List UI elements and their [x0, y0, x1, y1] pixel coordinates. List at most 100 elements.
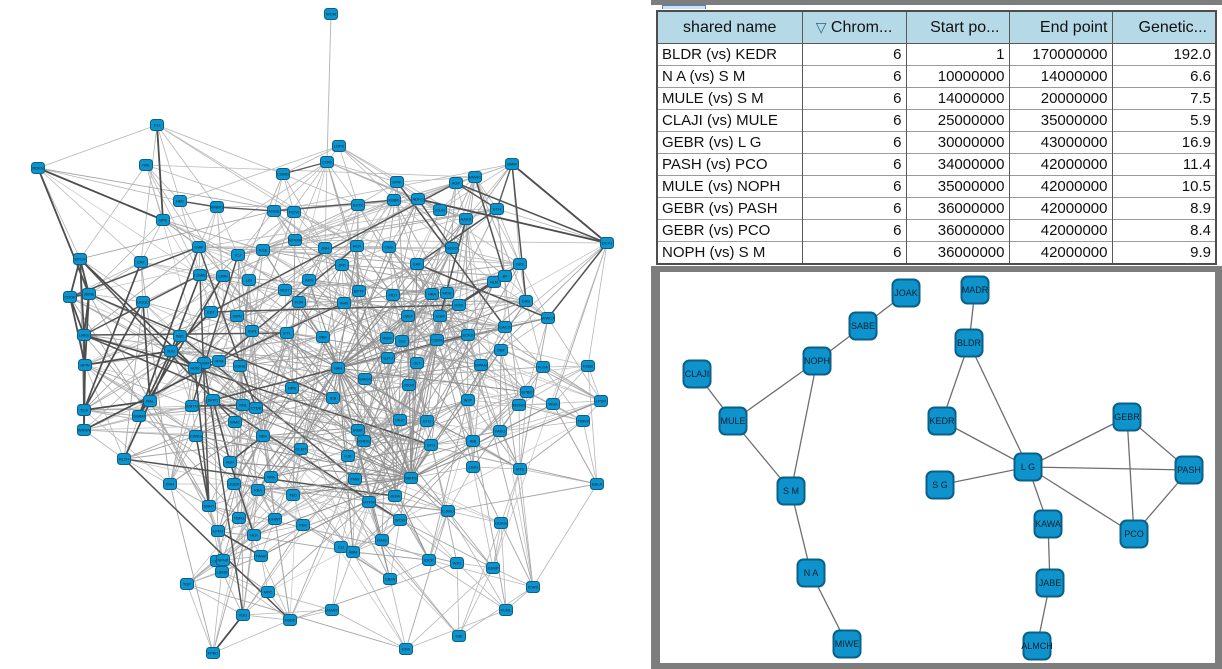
- svg-text:BLDR: BLDR: [957, 338, 982, 348]
- svg-text:HLM: HLM: [490, 280, 498, 285]
- svg-text:NOPH: NOPH: [804, 356, 830, 366]
- svg-text:OAIG: OAIG: [377, 538, 387, 543]
- svg-text:ECKD: ECKD: [462, 333, 473, 338]
- svg-text:GJTJ: GJTJ: [383, 356, 393, 361]
- svg-text:ANWF: ANWF: [326, 608, 338, 613]
- svg-text:LFFH: LFFH: [213, 529, 223, 534]
- svg-text:KJK: KJK: [344, 454, 352, 459]
- svg-text:SPBC: SPBC: [522, 390, 533, 395]
- svg-text:POR: POR: [295, 300, 304, 305]
- svg-text:DFO: DFO: [427, 443, 435, 448]
- svg-text:WJC: WJC: [453, 561, 462, 566]
- svg-text:MADR: MADR: [962, 285, 989, 295]
- svg-text:CSMG: CSMG: [277, 172, 289, 177]
- svg-text:CACG: CACG: [499, 325, 511, 330]
- svg-text:RDEN: RDEN: [32, 166, 43, 171]
- svg-text:UWF: UWF: [194, 245, 204, 250]
- svg-text:JDGR: JDGR: [404, 383, 415, 388]
- svg-text:AJGR: AJGR: [199, 361, 210, 366]
- svg-text:TED: TED: [289, 493, 297, 498]
- svg-text:EMTN: EMTN: [186, 404, 197, 409]
- svg-text:EAF: EAF: [413, 262, 421, 267]
- svg-text:IOEB: IOEB: [583, 364, 593, 369]
- svg-text:TCA: TCA: [80, 408, 88, 413]
- svg-text:FICW: FICW: [289, 210, 299, 215]
- svg-text:JNH: JNH: [321, 246, 329, 251]
- svg-text:DAB: DAB: [522, 299, 531, 304]
- svg-text:LPSP: LPSP: [596, 399, 607, 404]
- svg-text:WCW: WCW: [395, 518, 406, 523]
- svg-text:HPW: HPW: [80, 363, 90, 368]
- svg-text:PASH: PASH: [1177, 465, 1201, 475]
- svg-text:SUU: SUU: [167, 349, 176, 354]
- svg-text:MPAM: MPAM: [475, 363, 487, 368]
- svg-text:LNKE: LNKE: [79, 333, 90, 338]
- svg-text:CSOA: CSOA: [431, 338, 443, 343]
- svg-text:AHB: AHB: [340, 301, 349, 306]
- svg-text:ETH: ETH: [493, 207, 501, 212]
- svg-text:LEI: LEI: [246, 278, 252, 283]
- svg-text:WRNN: WRNN: [78, 428, 91, 433]
- svg-text:FLML: FLML: [501, 608, 512, 613]
- svg-text:N A: N A: [804, 568, 819, 578]
- svg-text:SBHT: SBHT: [204, 504, 215, 509]
- svg-text:RAL: RAL: [146, 399, 155, 404]
- svg-text:ICTL: ICTL: [283, 331, 292, 336]
- svg-text:GNS: GNS: [402, 647, 411, 652]
- svg-text:CRT: CRT: [137, 260, 146, 265]
- svg-text:ABM: ABM: [349, 550, 358, 555]
- svg-text:KBBD: KBBD: [389, 198, 400, 203]
- svg-text:WJP: WJP: [464, 398, 473, 403]
- svg-text:FBDK: FBDK: [285, 618, 296, 623]
- svg-text:S M: S M: [783, 486, 799, 496]
- svg-text:HRA: HRA: [428, 292, 437, 297]
- svg-text:TBFU: TBFU: [234, 516, 245, 521]
- svg-text:COW: COW: [322, 160, 332, 165]
- svg-text:PCO: PCO: [1124, 529, 1144, 539]
- svg-text:JOAK: JOAK: [894, 288, 918, 298]
- svg-text:CDDK: CDDK: [64, 295, 76, 300]
- svg-text:IDCK: IDCK: [424, 558, 434, 563]
- svg-text:PEK: PEK: [299, 523, 307, 528]
- svg-text:TRKM: TRKM: [577, 419, 588, 424]
- svg-text:ANGE: ANGE: [268, 209, 280, 214]
- svg-text:WMC: WMC: [230, 420, 240, 425]
- svg-text:LGWE: LGWE: [194, 273, 206, 278]
- svg-text:LMEF: LMEF: [403, 314, 414, 319]
- svg-text:MTWW: MTWW: [288, 238, 302, 243]
- svg-text:EDT: EDT: [207, 310, 216, 315]
- svg-text:UOGC: UOGC: [137, 300, 149, 305]
- svg-text:SFPC: SFPC: [208, 398, 219, 403]
- svg-text:JIF: JIF: [502, 274, 508, 279]
- svg-text:DOD: DOD: [455, 303, 464, 308]
- svg-text:KAWA: KAWA: [1035, 519, 1061, 529]
- svg-text:FLGF: FLGF: [538, 365, 549, 370]
- svg-text:UHWT: UHWT: [269, 517, 282, 522]
- svg-text:CLI: CLI: [338, 545, 344, 550]
- svg-text:JEME: JEME: [84, 292, 95, 297]
- svg-text:IWE: IWE: [142, 163, 150, 168]
- svg-text:TGP: TGP: [183, 582, 192, 587]
- svg-text:RGE: RGE: [259, 248, 268, 253]
- svg-text:DHH: DHH: [166, 482, 175, 487]
- svg-text:MPE: MPE: [159, 218, 168, 223]
- svg-text:AGP: AGP: [452, 181, 461, 186]
- svg-text:GOJO: GOJO: [446, 246, 457, 251]
- svg-text:JJHD: JJHD: [468, 465, 478, 470]
- svg-text:KEDR: KEDR: [929, 416, 955, 426]
- svg-text:GKE: GKE: [516, 262, 525, 267]
- svg-text:DCFJ: DCFJ: [602, 241, 612, 246]
- svg-text:FNW: FNW: [350, 477, 359, 482]
- svg-text:RLTH: RLTH: [119, 457, 129, 462]
- svg-text:ADFO: ADFO: [412, 197, 423, 202]
- svg-text:HCN: HCN: [353, 244, 362, 249]
- svg-text:FAKU: FAKU: [495, 429, 506, 434]
- svg-text:CTDR: CTDR: [250, 406, 261, 411]
- svg-text:WAKA: WAKA: [359, 377, 371, 382]
- svg-text:OUU: OUU: [385, 245, 394, 250]
- svg-text:HEK: HEK: [176, 199, 185, 204]
- svg-text:MTS: MTS: [516, 467, 525, 472]
- svg-text:WKFS: WKFS: [405, 476, 417, 481]
- svg-text:UGEK: UGEK: [228, 482, 240, 487]
- svg-text:JEFA: JEFA: [390, 494, 400, 499]
